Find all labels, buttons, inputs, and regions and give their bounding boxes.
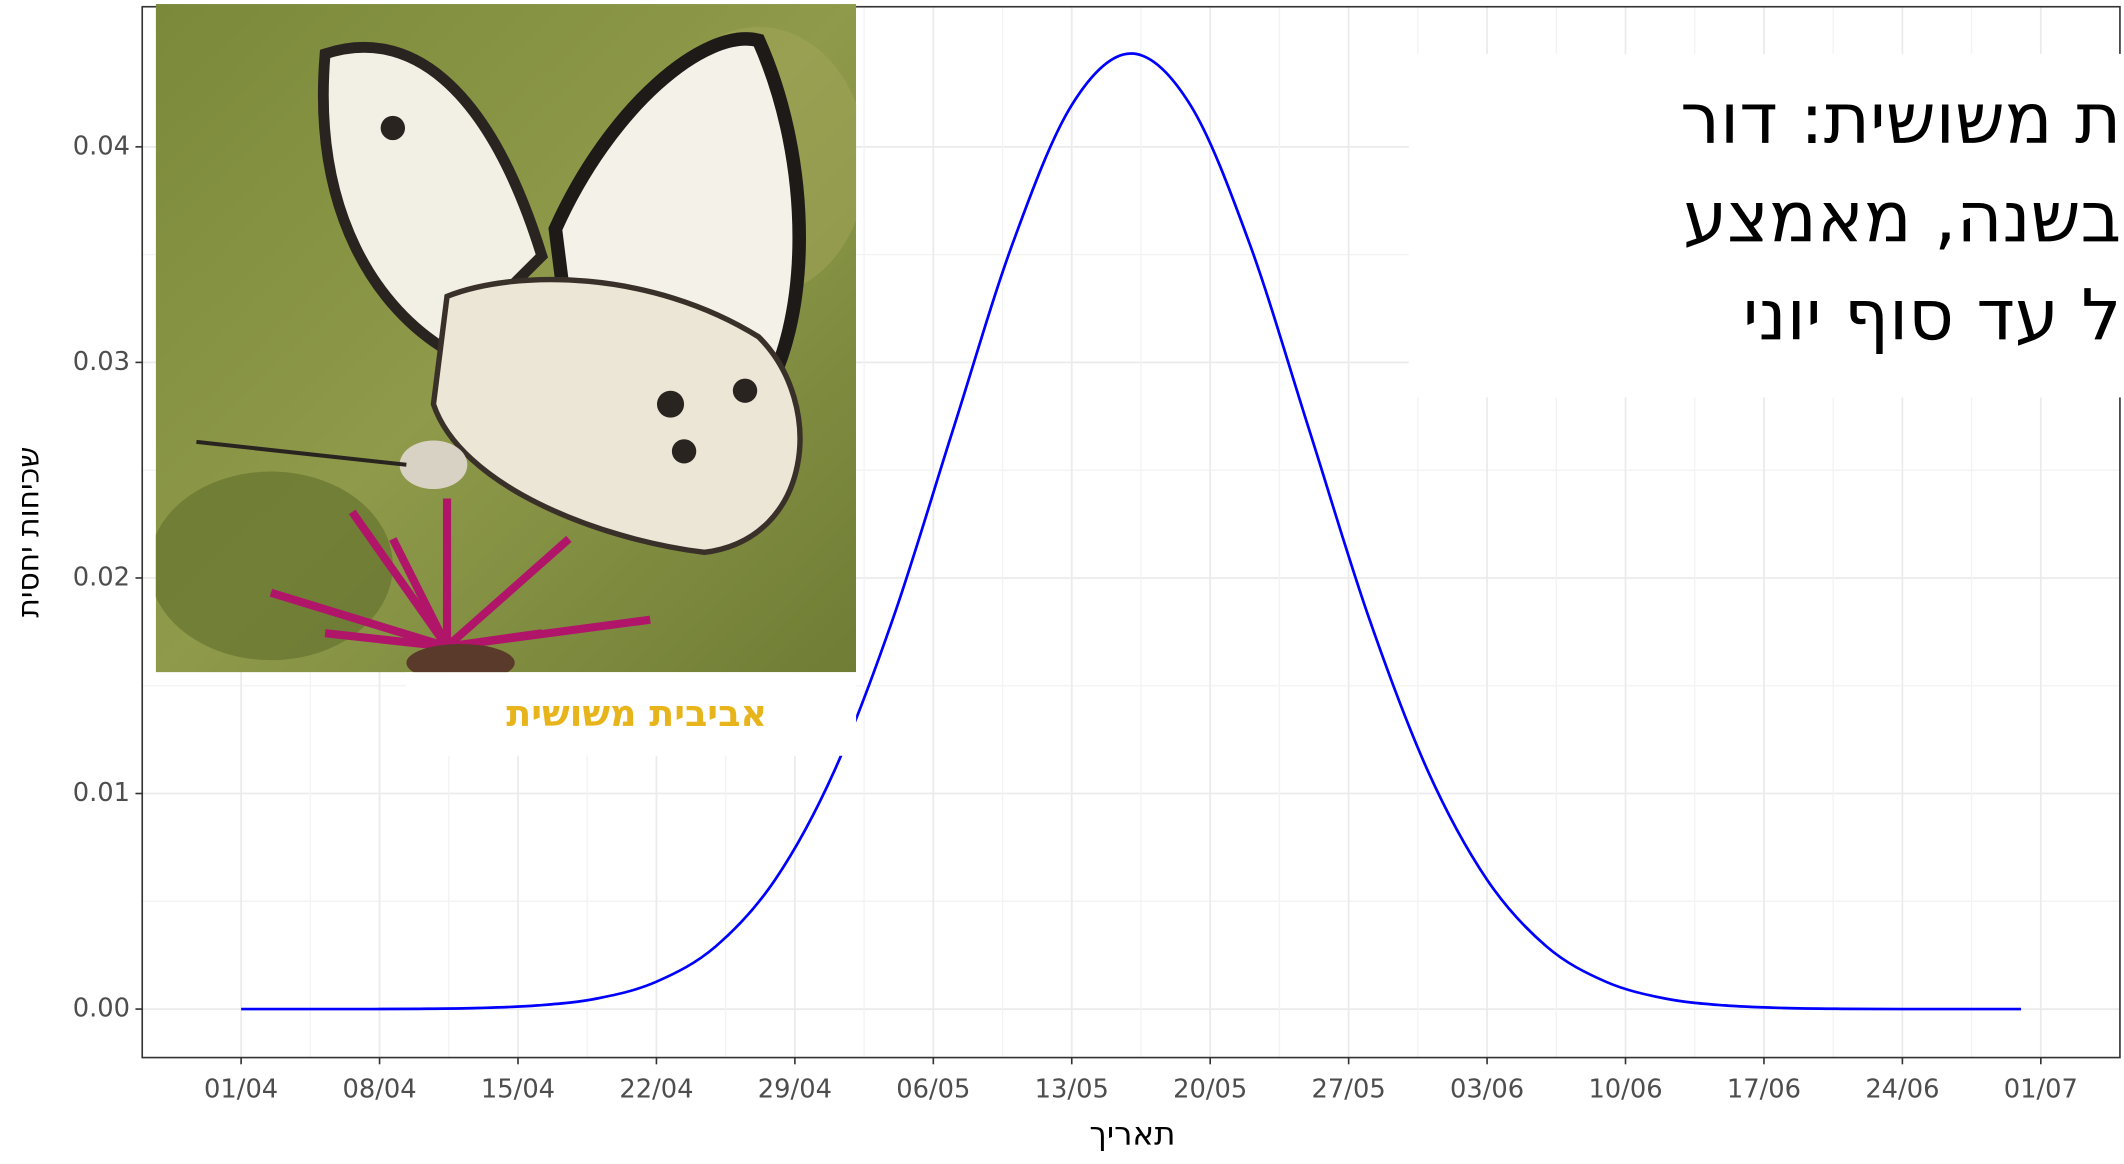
- y-tick-label: 0.02: [73, 563, 130, 593]
- x-tick-label: 15/04: [481, 1074, 555, 1104]
- x-tick-label: 17/06: [1727, 1074, 1801, 1104]
- x-tick-label: 01/07: [2004, 1074, 2078, 1104]
- photo-caption: אביבית משושית: [506, 692, 767, 735]
- x-tick-label: 03/06: [1450, 1074, 1524, 1104]
- title-line: ל עד סוף יוני: [1743, 275, 2122, 357]
- x-tick-label: 24/06: [1865, 1074, 1939, 1104]
- y-tick-label: 0.01: [73, 778, 130, 808]
- butterfly-photo: [149, 4, 867, 682]
- x-axis-title: תאריך: [1089, 1115, 1175, 1153]
- title-line: ת משושית: דור: [1680, 78, 2121, 160]
- x-tick-label: 20/05: [1173, 1074, 1247, 1104]
- x-tick-label: 01/04: [204, 1074, 278, 1104]
- y-axis-title: שכיחות יחסית: [11, 447, 46, 618]
- y-tick-label: 0.03: [73, 347, 130, 377]
- title-line: בשנה, מאמצע: [1683, 176, 2121, 258]
- x-tick-label: 10/06: [1588, 1074, 1662, 1104]
- x-tick-label: 27/05: [1312, 1074, 1386, 1104]
- x-tick-label: 22/04: [619, 1074, 693, 1104]
- x-tick-label: 08/04: [342, 1074, 416, 1104]
- x-tick-label: 13/05: [1035, 1074, 1109, 1104]
- y-tick-label: 0.04: [73, 131, 130, 161]
- y-tick-label: 0.00: [73, 994, 130, 1024]
- x-tick-label: 06/05: [896, 1074, 970, 1104]
- x-tick-label: 29/04: [758, 1074, 832, 1104]
- page: {"chart_data": { "type": "line", "title_…: [0, 0, 2124, 1164]
- chart: אביבית משושית ת משושית: דור בשנה, מאמצע …: [0, 0, 2124, 1164]
